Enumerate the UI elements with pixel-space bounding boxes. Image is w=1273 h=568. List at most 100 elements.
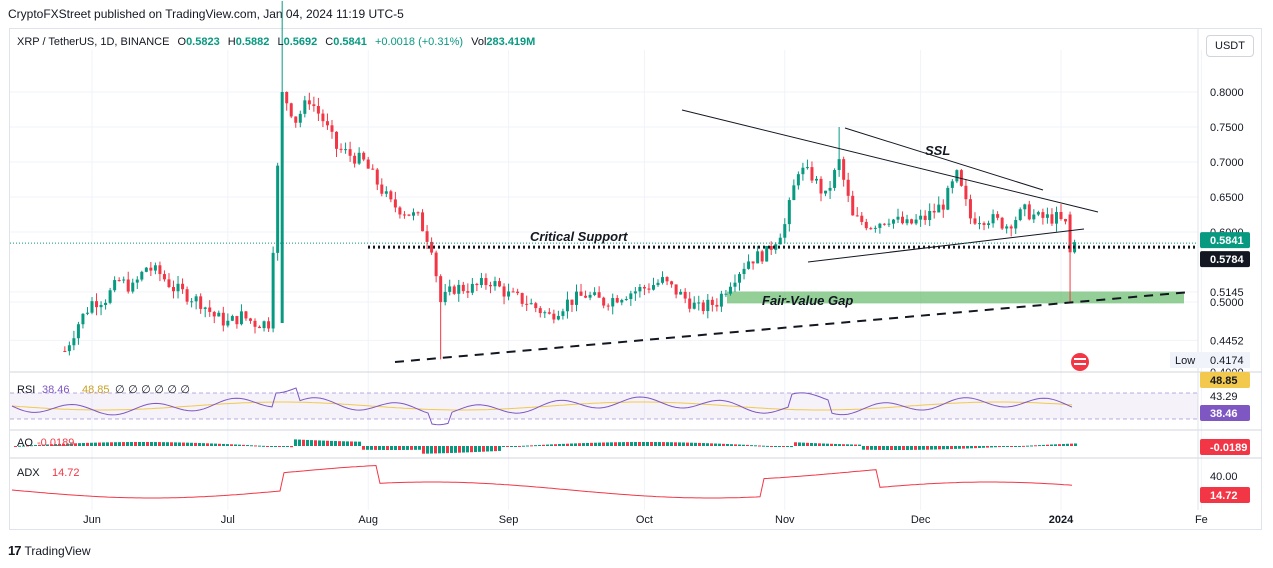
- candle-body: [411, 212, 415, 216]
- candle-body: [701, 302, 705, 312]
- candle-body: [76, 324, 80, 339]
- candle-body: [407, 214, 411, 216]
- ao-bar: [150, 442, 153, 446]
- candle-body: [461, 284, 465, 292]
- ao-bar: [126, 442, 129, 446]
- candle-body: [547, 312, 551, 314]
- ao-bar: [666, 442, 669, 446]
- ao-bar: [262, 445, 265, 447]
- ao-bar: [562, 443, 565, 446]
- candle-body: [602, 297, 606, 306]
- ao-bar: [330, 440, 333, 446]
- ao-bar: [810, 443, 813, 446]
- candle-body: [665, 277, 669, 282]
- ao-bar: [482, 446, 485, 452]
- candle-body: [828, 187, 832, 191]
- candle-body: [380, 184, 384, 194]
- candle-body: [647, 288, 651, 290]
- candle-body: [398, 207, 402, 215]
- candle-body: [529, 303, 533, 305]
- candle-body: [1036, 212, 1040, 215]
- ao-bar: [398, 446, 401, 450]
- ao-bar: [626, 442, 629, 446]
- ao-bar: [898, 446, 901, 450]
- adx-axis-label: 40.00: [1210, 471, 1238, 483]
- annotation-ssl: SSL: [925, 143, 950, 158]
- ao-bar: [618, 442, 621, 446]
- ao-bar: [174, 442, 177, 446]
- ao-bar: [702, 443, 705, 446]
- candle-body: [221, 312, 225, 326]
- candle-body: [1059, 211, 1063, 220]
- ao-bar: [806, 442, 809, 446]
- ao-bar: [706, 443, 709, 446]
- ao-bar: [718, 443, 721, 446]
- currency-button[interactable]: USDT: [1206, 35, 1254, 57]
- candle-body: [1018, 209, 1022, 221]
- candle-body: [402, 214, 406, 216]
- candle-body: [774, 244, 778, 250]
- candle-body: [584, 295, 588, 298]
- ao-bar: [138, 442, 141, 446]
- ao-bar: [874, 446, 877, 450]
- ao-bar: [418, 446, 421, 450]
- ao-bar: [450, 446, 453, 453]
- ao-bar: [94, 442, 97, 446]
- candle-body: [651, 285, 655, 290]
- ao-bar: [182, 442, 185, 446]
- candle-body: [751, 261, 755, 264]
- ao-bar: [654, 442, 657, 446]
- y-tick-label: 0.4452: [1210, 335, 1244, 347]
- ao-bar: [34, 445, 37, 447]
- ao-bar: [410, 446, 413, 450]
- ao-bar: [286, 446, 289, 448]
- ao-bar: [370, 446, 373, 450]
- x-tick-label: Aug: [358, 514, 378, 526]
- candle-body: [321, 113, 325, 122]
- ao-bar: [998, 446, 1001, 448]
- ao-bar: [374, 446, 377, 450]
- ao-bar: [642, 442, 645, 446]
- candle-body: [312, 104, 316, 107]
- candle-body: [977, 223, 981, 225]
- ao-bar: [490, 446, 493, 452]
- annotation-critical-support: Critical Support: [530, 229, 628, 244]
- ao-bar: [614, 442, 617, 446]
- ao-bar: [470, 446, 473, 453]
- ao-bar: [494, 446, 497, 452]
- footer-brand-text: TradingView: [24, 543, 91, 558]
- ao-bar: [486, 446, 489, 452]
- ao-bar: [678, 442, 681, 446]
- candle-body: [267, 321, 271, 329]
- candle-body: [946, 187, 950, 210]
- ao-bar: [802, 442, 805, 446]
- candle-body: [389, 191, 393, 200]
- footer-brand[interactable]: 17 TradingView: [8, 543, 91, 558]
- candle-body: [624, 299, 628, 301]
- candle-body: [864, 221, 868, 229]
- us-flag-icon: [1071, 353, 1089, 371]
- ao-bar: [226, 444, 229, 446]
- candle-body: [1009, 226, 1013, 229]
- ao-bar: [662, 442, 665, 446]
- candle-body: [475, 283, 479, 286]
- symbol-title[interactable]: XRP / TetherUS, 1D, BINANCE: [17, 36, 170, 48]
- ao-bar: [130, 442, 133, 446]
- y-tick-label: 0.8000: [1210, 87, 1244, 99]
- candle-body: [543, 312, 547, 314]
- candle-body: [914, 219, 918, 224]
- ao-bar: [314, 440, 317, 446]
- candle-body: [597, 292, 601, 298]
- ao-bar: [1030, 445, 1033, 447]
- ao-bar: [526, 445, 529, 447]
- ao-bar: [170, 442, 173, 446]
- ao-label: AO: [17, 437, 33, 449]
- candle-body: [280, 92, 284, 323]
- ao-bar: [250, 445, 253, 447]
- candle-body: [824, 190, 828, 194]
- candle-body: [968, 199, 972, 219]
- ao-bar: [894, 446, 897, 450]
- candle-body: [99, 304, 103, 308]
- ao-bar: [730, 444, 733, 446]
